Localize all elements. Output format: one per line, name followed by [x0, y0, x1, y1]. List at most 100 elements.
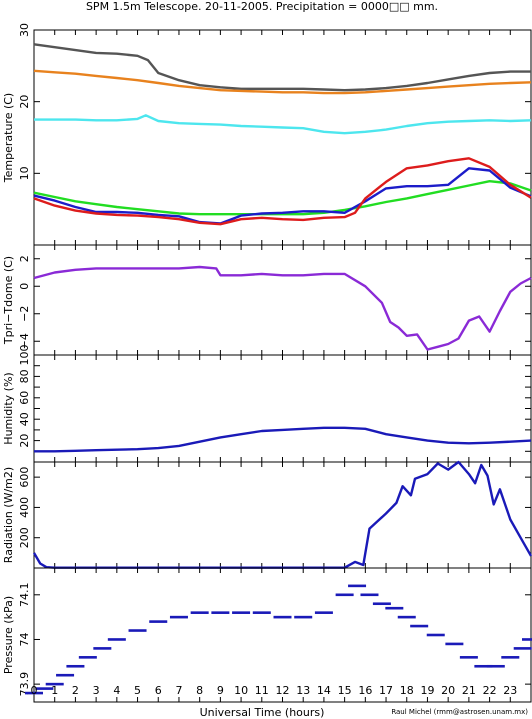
x-tick-label: 11	[255, 684, 269, 697]
x-tick-label: 20	[441, 684, 455, 697]
chart-title: SPM 1.5m Telescope. 20-11-2005. Precipit…	[86, 0, 438, 13]
y-tick-label: 400	[18, 497, 31, 518]
data-point	[149, 620, 168, 623]
x-tick-label: 12	[276, 684, 290, 697]
data-point	[93, 647, 112, 650]
y-tick-label: −2	[18, 306, 31, 322]
panel-frame	[33, 567, 532, 703]
data-point	[45, 682, 64, 686]
data-point	[314, 611, 333, 614]
series-line-5	[33, 157, 532, 226]
x-tick-label: 9	[217, 684, 224, 697]
panel-frame	[33, 354, 532, 463]
data-point	[35, 687, 54, 690]
x-tick-label: 19	[420, 684, 434, 697]
data-point	[128, 629, 147, 632]
data-point	[501, 656, 520, 659]
x-tick-label: 23	[503, 684, 517, 697]
y-tick-label: 200	[18, 527, 31, 548]
data-point	[426, 633, 445, 637]
y-axis-label: Humidity (%)	[2, 372, 15, 444]
series-line-4	[33, 167, 532, 225]
x-tick-label: 5	[134, 684, 141, 697]
data-point	[410, 624, 429, 628]
y-tick-label: 60	[18, 391, 31, 405]
data-point	[190, 611, 209, 614]
y-tick-label: 80	[18, 369, 31, 383]
y-axis-label: Temperature (C)	[2, 93, 15, 183]
x-tick-label: 18	[400, 684, 414, 697]
series-line-0	[33, 265, 532, 351]
y-axis-label: Pressure (kPa)	[2, 596, 15, 674]
data-point	[107, 638, 126, 641]
y-tick-label: 30	[18, 23, 31, 37]
panel-0: 10 20 30 Temperature (C)	[2, 23, 532, 246]
data-point	[335, 593, 354, 597]
series-line-0	[33, 43, 531, 92]
x-tick-label: 1	[51, 684, 58, 697]
data-point	[459, 656, 478, 659]
x-tick-label: 15	[338, 684, 352, 697]
y-tick-label: 20	[18, 95, 31, 109]
x-tick-label: 21	[462, 684, 476, 697]
y-tick-label: 600	[18, 467, 31, 488]
series-line-0	[34, 426, 532, 453]
data-point	[232, 611, 251, 614]
data-point	[25, 691, 43, 695]
data-point	[273, 615, 292, 619]
data-point	[397, 615, 416, 619]
y-tick-label: 74	[18, 632, 31, 646]
x-tick-label: 17	[379, 684, 393, 697]
x-tick-label: 13	[296, 684, 310, 697]
y-tick-label: 73.9	[18, 672, 31, 697]
series-line-3	[33, 179, 532, 216]
data-point	[372, 602, 391, 606]
x-tick-label: 10	[234, 684, 248, 697]
y-tick-label: 20	[18, 434, 31, 448]
data-point	[169, 615, 188, 619]
y-tick-label: 10	[18, 166, 31, 180]
y-tick-label: 74.1	[18, 583, 31, 608]
credit-text: Raul Michel (rmm@astrosen.unam.mx)	[391, 708, 528, 716]
y-tick-label: 100	[18, 345, 31, 366]
series-line-1	[33, 69, 532, 95]
x-tick-label: 3	[93, 684, 100, 697]
data-point	[348, 584, 367, 588]
data-point	[294, 615, 313, 619]
series-line-2	[34, 114, 532, 135]
y-tick-label: 0	[18, 283, 31, 290]
data-point	[445, 642, 464, 646]
data-point	[486, 664, 505, 668]
data-point	[66, 664, 85, 668]
panel-frame	[33, 461, 532, 569]
y-tick-label: −4	[18, 333, 31, 349]
data-point	[78, 656, 97, 659]
data-point	[513, 647, 532, 650]
x-axis-ticks: 0 1 2 3 4 5 6 7 8 9 10 11 12 13 14 15 16 17 18 19 20 21 22 23	[31, 684, 518, 697]
series-line-0	[32, 460, 532, 569]
x-tick-label: 16	[358, 684, 372, 697]
x-tick-label: 4	[113, 684, 120, 697]
y-tick-label: 40	[18, 412, 31, 426]
data-point	[385, 606, 404, 610]
data-point	[252, 611, 271, 614]
x-tick-label: 0	[31, 684, 38, 697]
data-point	[56, 673, 75, 677]
data-point	[522, 638, 532, 641]
data-point	[211, 611, 230, 614]
data-point	[360, 593, 379, 597]
x-tick-label: 22	[483, 684, 497, 697]
y-axis-label: Tpri−Tdome (C)	[2, 256, 15, 345]
y-axis-label: Radiation (W/m2)	[2, 467, 15, 563]
x-tick-label: 6	[155, 684, 162, 697]
y-tick-label: 2	[18, 255, 31, 262]
x-tick-label: 8	[196, 684, 203, 697]
x-axis-label: Universal Time (hours)	[200, 706, 325, 719]
x-tick-label: 14	[317, 684, 331, 697]
